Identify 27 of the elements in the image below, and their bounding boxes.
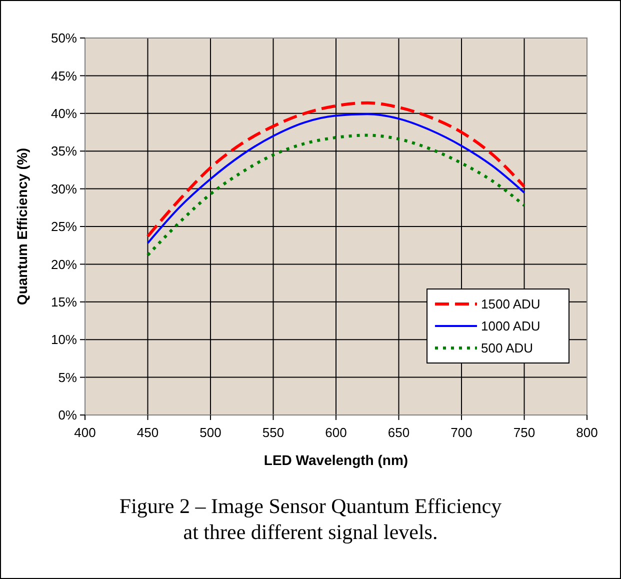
y-tick-label: 5% xyxy=(58,370,78,385)
y-tick-label: 25% xyxy=(50,219,78,234)
x-tick-label: 750 xyxy=(513,425,536,440)
y-tick-label: 50% xyxy=(50,30,78,46)
y-tick-label: 45% xyxy=(50,68,78,84)
x-tick-label: 550 xyxy=(262,425,284,440)
x-tick-label: 800 xyxy=(576,425,598,440)
legend-label: 1500 ADU xyxy=(481,296,540,312)
line-series xyxy=(146,134,526,257)
y-tick-label: 40% xyxy=(50,106,78,121)
y-tick-label: 0% xyxy=(58,408,78,423)
x-tick-label: 400 xyxy=(74,425,96,440)
y-tick-label: 30% xyxy=(50,181,78,196)
x-tick-label: 700 xyxy=(450,425,472,440)
legend-label: 1000 ADU xyxy=(481,318,540,334)
y-tick-label: 15% xyxy=(50,294,78,310)
y-tick-label: 20% xyxy=(50,256,78,272)
x-axis-title: LED Wavelength (nm) xyxy=(264,452,408,468)
caption: Figure 2 – Image Sensor Quantum Efficiency at three different signal levels. xyxy=(119,494,502,544)
x-tick-label: 650 xyxy=(388,425,410,440)
x-tick-label: 450 xyxy=(136,425,159,440)
y-tick-label: 10% xyxy=(50,332,78,348)
x-tick-label: 500 xyxy=(200,425,222,440)
y-tick-label: 35% xyxy=(50,144,78,159)
x-tick-label: 600 xyxy=(325,425,347,440)
legend-label: 500 ADU xyxy=(481,340,534,356)
y-axis-title: Quantum Efficiency (%) xyxy=(14,148,30,306)
